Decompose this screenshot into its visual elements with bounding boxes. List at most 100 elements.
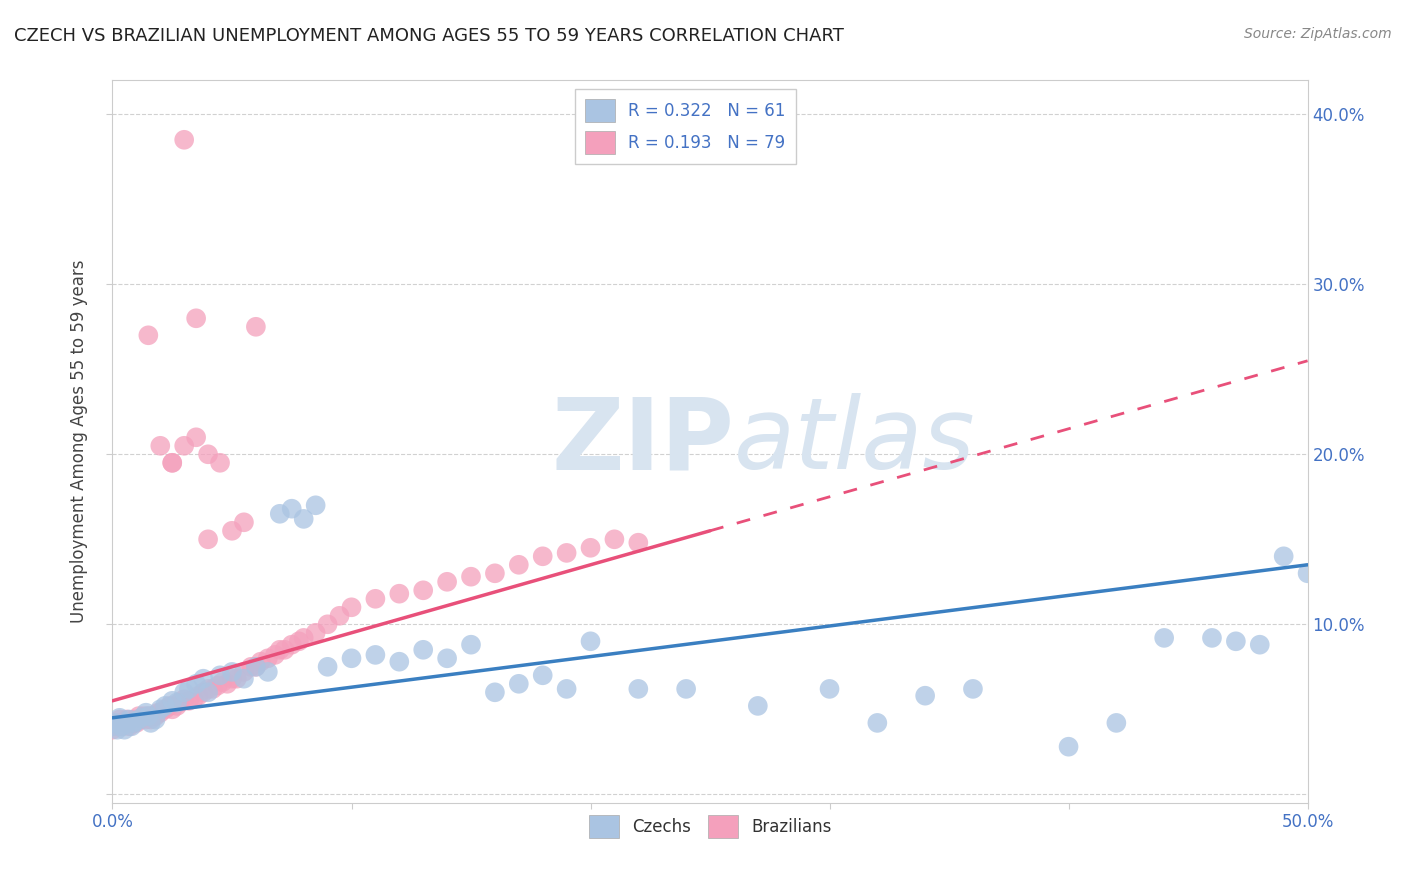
Point (364, 591, 387, 606)
Point (305, 498, 328, 512)
Point (177, 681, 200, 696)
Point (183, 692, 205, 706)
Point (122, 715, 145, 730)
Point (111, 719, 134, 733)
Point (436, 651, 458, 665)
Point (818, 681, 841, 696)
Point (627, 535, 650, 549)
Point (197, 681, 219, 696)
Text: Source: ZipAtlas.com: Source: ZipAtlas.com (1244, 27, 1392, 41)
Point (531, 549, 554, 564)
Point (149, 702, 172, 716)
Point (108, 711, 131, 725)
Point (675, 681, 697, 696)
Point (1105, 715, 1128, 730)
Point (288, 634, 311, 648)
Point (145, 713, 167, 727)
Point (866, 715, 889, 730)
Point (484, 566, 506, 581)
Point (166, 696, 188, 710)
Point (114, 723, 135, 737)
Point (412, 642, 434, 657)
Point (245, 660, 267, 674)
Point (340, 651, 363, 665)
Point (245, 660, 267, 674)
Point (579, 634, 602, 648)
Point (269, 507, 291, 521)
Point (187, 689, 209, 703)
Point (225, 672, 247, 686)
Point (101, 719, 124, 733)
Point (209, 456, 232, 470)
Point (233, 672, 256, 686)
Point (125, 714, 148, 729)
Point (747, 698, 769, 713)
Point (121, 719, 143, 733)
Point (316, 617, 339, 632)
Point (209, 668, 232, 682)
Text: ZIP: ZIP (551, 393, 734, 490)
Point (249, 655, 271, 669)
Point (122, 713, 145, 727)
Point (173, 692, 195, 706)
Point (186, 311, 208, 326)
Point (221, 672, 243, 686)
Point (138, 709, 160, 723)
Point (257, 651, 280, 665)
Point (240, 660, 263, 674)
Point (281, 638, 304, 652)
Point (508, 558, 530, 572)
Point (104, 715, 127, 730)
Text: atlas: atlas (734, 393, 976, 490)
Text: CZECH VS BRAZILIAN UNEMPLOYMENT AMONG AGES 55 TO 59 YEARS CORRELATION CHART: CZECH VS BRAZILIAN UNEMPLOYMENT AMONG AG… (14, 27, 844, 45)
Point (197, 447, 219, 461)
Point (531, 668, 554, 682)
Point (101, 723, 124, 737)
Point (138, 328, 160, 343)
Point (1225, 634, 1247, 648)
Point (269, 642, 291, 657)
Point (145, 709, 167, 723)
Point (603, 533, 626, 547)
Point (135, 706, 157, 720)
Point (292, 631, 315, 645)
Point (388, 655, 411, 669)
Point (118, 719, 141, 733)
Point (108, 713, 131, 727)
Point (305, 625, 328, 640)
Point (579, 541, 602, 555)
Point (211, 675, 233, 690)
Point (436, 574, 458, 589)
Point (281, 501, 304, 516)
Point (273, 642, 295, 657)
Point (115, 715, 138, 730)
Point (233, 516, 256, 530)
Point (111, 719, 134, 733)
Point (162, 694, 183, 708)
Point (914, 689, 936, 703)
Point (233, 665, 256, 679)
Point (1201, 631, 1223, 645)
Point (115, 713, 138, 727)
Legend: Czechs, Brazilians: Czechs, Brazilians (582, 808, 838, 845)
Y-axis label: Unemployment Among Ages 55 to 59 years: Unemployment Among Ages 55 to 59 years (70, 260, 89, 624)
Point (364, 648, 387, 662)
Point (129, 713, 152, 727)
Point (162, 456, 183, 470)
Point (460, 638, 482, 652)
Point (173, 685, 195, 699)
Point (197, 685, 219, 699)
Point (193, 672, 215, 686)
Point (264, 648, 287, 662)
Point (292, 512, 315, 526)
Point (114, 715, 135, 730)
Point (207, 678, 229, 692)
Point (162, 702, 183, 716)
Point (186, 677, 208, 691)
Point (153, 698, 176, 713)
Point (149, 439, 172, 453)
Point (329, 608, 352, 623)
Point (316, 660, 339, 674)
Point (135, 713, 157, 727)
Point (193, 685, 215, 699)
